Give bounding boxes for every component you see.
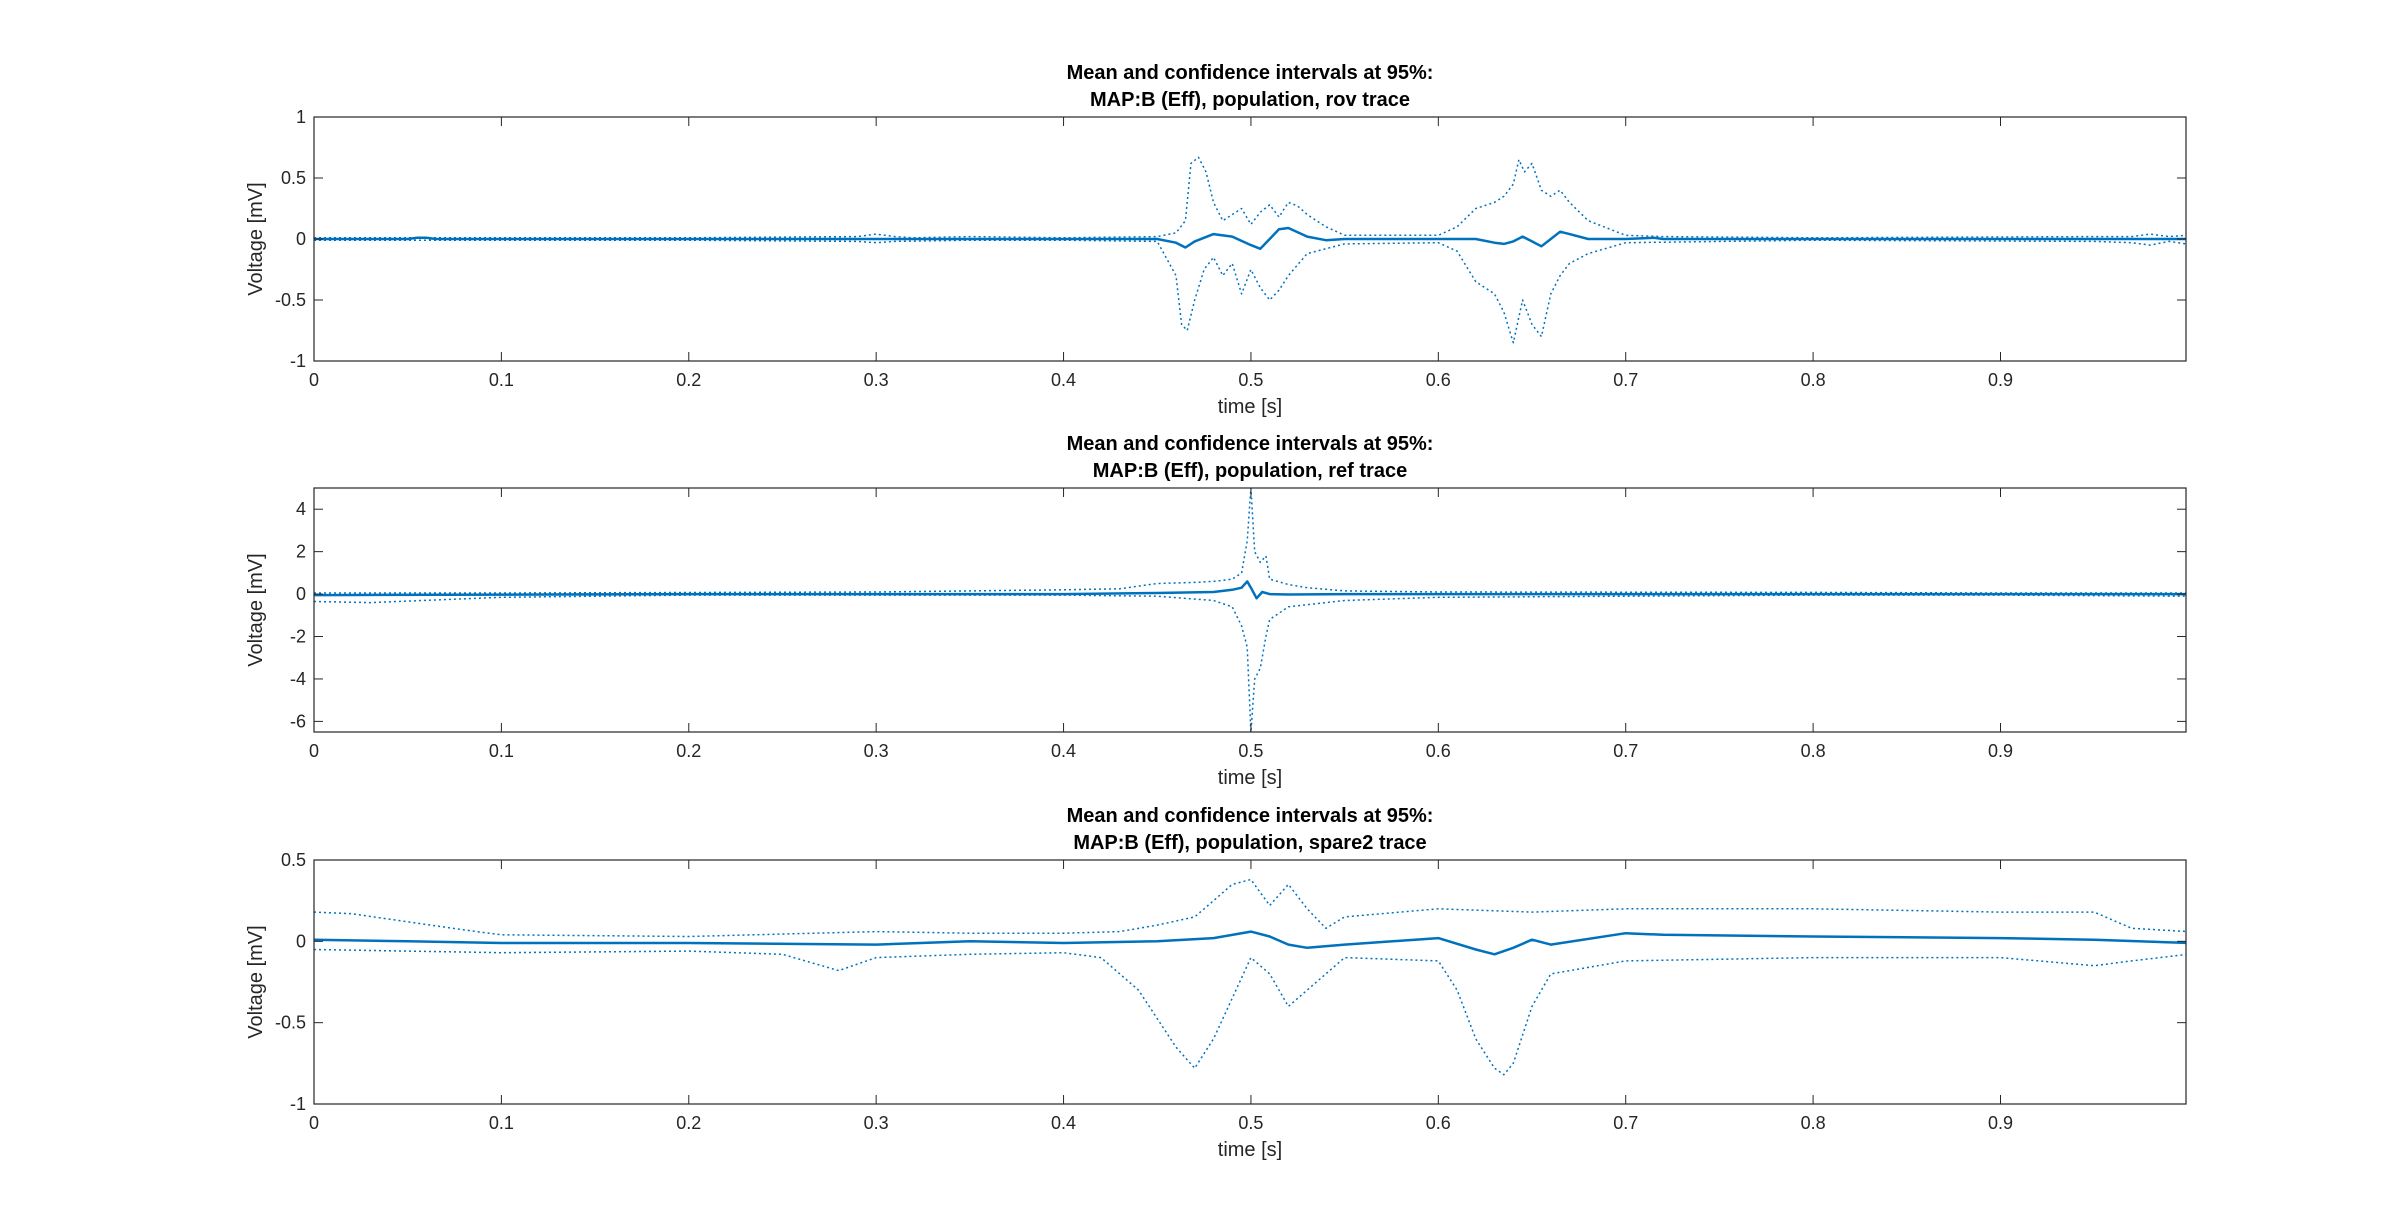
x-tick-label: 0.1 (489, 370, 514, 390)
series-group (314, 488, 2186, 732)
x-tick-label: 0.7 (1613, 1113, 1638, 1133)
x-tick-label: 0.3 (864, 741, 889, 761)
y-tick-label: 0 (296, 584, 306, 604)
y-tick-label: -1 (290, 351, 306, 371)
axes-box (313, 487, 2187, 733)
series-lower-line (314, 239, 2186, 344)
chart-1: Mean and confidence intervals at 95%: MAP… (245, 62, 2187, 418)
x-tick-label: 0.8 (1801, 1113, 1826, 1133)
chart-title-line-1: Mean and confidence intervals at 95%: (1067, 62, 1434, 84)
x-tick-label: 0.8 (1801, 741, 1826, 761)
y-tick-label: -6 (290, 711, 306, 731)
series-lower-line (314, 948, 2186, 1076)
x-tick-label: 0.4 (1051, 370, 1076, 390)
x-axis-label: time [s] (1218, 396, 1282, 418)
chart-2: Mean and confidence intervals at 95%: MAP… (245, 433, 2187, 789)
series-mean-line (314, 226, 2186, 251)
y-tick-label: -0.5 (275, 1013, 306, 1033)
x-tick-label: 0 (309, 1113, 319, 1133)
x-tick-label: 0 (309, 741, 319, 761)
x-tick-label: 0.1 (489, 1113, 514, 1133)
x-axis-label: time [s] (1218, 1139, 1282, 1161)
x-tick-label: 0.7 (1613, 741, 1638, 761)
y-tick-label: 0.5 (281, 850, 306, 870)
series-mean-line (314, 930, 2186, 956)
x-tick-label: 0.6 (1426, 741, 1451, 761)
x-tick-label: 0.5 (1238, 370, 1263, 390)
y-axis-label: Voltage [mV] (245, 553, 267, 666)
y-tick-label: 4 (296, 499, 306, 519)
x-tick-label: 0.3 (864, 1113, 889, 1133)
x-tick-label: 0.3 (864, 370, 889, 390)
series-upper-line (314, 156, 2186, 239)
series-group (314, 878, 2186, 1076)
x-tick-label: 0.5 (1238, 741, 1263, 761)
chart-title-line-1: Mean and confidence intervals at 95%: (1067, 805, 1434, 827)
series-upper-line (314, 878, 2186, 938)
chart-title-line-2: MAP:B (Eff), population, rov trace (1090, 89, 1410, 111)
chart-3: Mean and confidence intervals at 95%: MAP… (245, 805, 2187, 1161)
x-tick-label: 0.8 (1801, 370, 1826, 390)
x-tick-label: 0.7 (1613, 370, 1638, 390)
axes-box (313, 859, 2187, 1105)
y-tick-label: 1 (296, 107, 306, 127)
series-upper-line (314, 488, 2186, 594)
x-tick-label: 0.4 (1051, 1113, 1076, 1133)
y-tick-label: 2 (296, 542, 306, 562)
x-tick-label: 0.2 (676, 370, 701, 390)
x-axis-label: time [s] (1218, 767, 1282, 789)
x-tick-label: 0.9 (1988, 1113, 2013, 1133)
y-axis-label: Voltage [mV] (245, 182, 267, 295)
series-group (314, 156, 2186, 344)
chart-title-line-2: MAP:B (Eff), population, spare2 trace (1073, 832, 1426, 854)
chart-title-line-1: Mean and confidence intervals at 95%: (1067, 433, 1434, 455)
x-tick-label: 0 (309, 370, 319, 390)
y-tick-label: -1 (290, 1094, 306, 1114)
x-tick-label: 0.6 (1426, 1113, 1451, 1133)
y-tick-label: 0 (296, 931, 306, 951)
y-tick-label: -4 (290, 669, 306, 689)
y-tick-label: 0 (296, 229, 306, 249)
x-tick-label: 0.2 (676, 741, 701, 761)
x-tick-label: 0.9 (1988, 741, 2013, 761)
y-tick-label: -0.5 (275, 290, 306, 310)
x-tick-label: 0.9 (1988, 370, 2013, 390)
y-axis-label: Voltage [mV] (245, 925, 267, 1038)
series-mean-line (314, 580, 2186, 600)
x-tick-label: 0.4 (1051, 741, 1076, 761)
chart-title-line-2: MAP:B (Eff), population, ref trace (1093, 460, 1407, 482)
x-tick-label: 0.1 (489, 741, 514, 761)
x-tick-label: 0.6 (1426, 370, 1451, 390)
series-lower-line (314, 594, 2186, 732)
y-tick-label: -2 (290, 627, 306, 647)
x-tick-label: 0.5 (1238, 1113, 1263, 1133)
x-tick-label: 0.2 (676, 1113, 701, 1133)
y-tick-label: 0.5 (281, 168, 306, 188)
